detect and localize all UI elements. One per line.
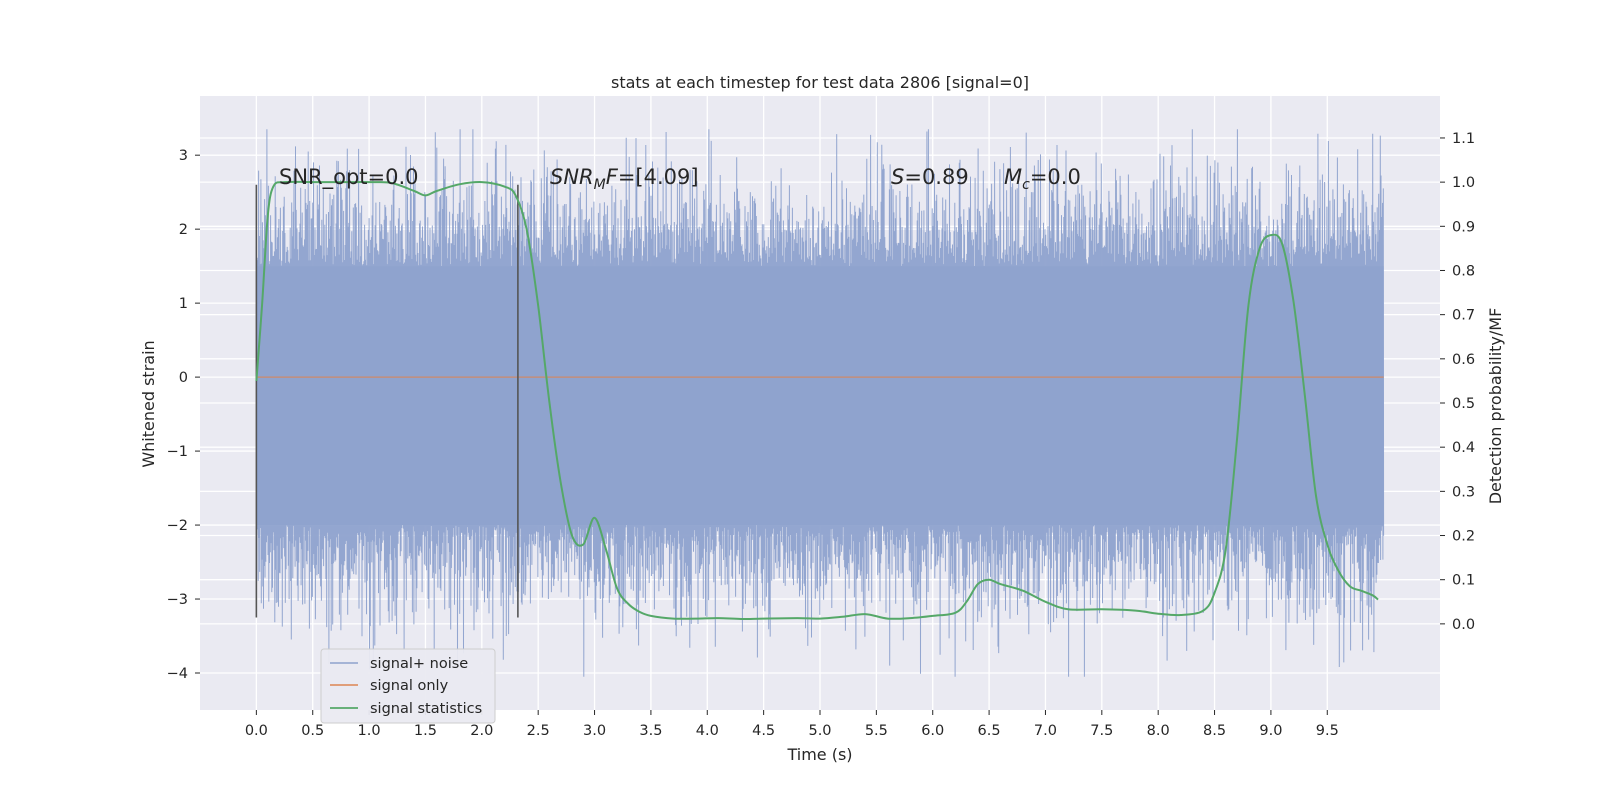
x-tick-label: 5.0 <box>808 723 831 739</box>
y-tick-label: −1 <box>167 444 188 460</box>
y-tick-label: 2 <box>179 222 188 238</box>
y-tick-label: −4 <box>167 666 188 682</box>
x-tick-label: 1.0 <box>358 723 381 739</box>
y2-tick-label: 0.1 <box>1452 573 1475 589</box>
x-tick-label: 7.5 <box>1090 723 1113 739</box>
x-tick-label: 1.5 <box>414 723 437 739</box>
y2-tick-label: 0.6 <box>1452 352 1475 368</box>
y2-axis-label: Detection probability/MF <box>1486 308 1505 505</box>
chart-title: stats at each timestep for test data 280… <box>611 73 1029 92</box>
y-tick-label: 1 <box>179 296 188 312</box>
y-axis-ticks: 3 2 1 0 −1 −2 −3 −4 <box>167 148 200 682</box>
x-axis-label: Time (s) <box>786 745 852 764</box>
legend-label-signal-plus-noise: signal+ noise <box>370 656 468 672</box>
y2-tick-label: 0.3 <box>1452 484 1475 500</box>
y2-tick-label: 0.2 <box>1452 529 1475 545</box>
x-tick-label: 4.0 <box>696 723 719 739</box>
markers <box>255 184 519 618</box>
y2-tick-label: 0.0 <box>1452 617 1475 633</box>
series-signal-plus-noise <box>255 129 1385 677</box>
y2-tick-label: 0.9 <box>1452 219 1475 235</box>
y2-tick-label: 0.4 <box>1452 440 1475 456</box>
y2-tick-label: 1.1 <box>1452 131 1475 147</box>
y2-tick-label: 1.0 <box>1452 175 1475 191</box>
y-tick-label: −2 <box>167 518 188 534</box>
signal-statistics-line <box>255 180 1379 621</box>
x-tick-label: 3.0 <box>583 723 606 739</box>
x-tick-label: 2.5 <box>527 723 550 739</box>
x-tick-label: 9.0 <box>1259 723 1282 739</box>
y-tick-label: −3 <box>167 592 188 608</box>
y2-axis-ticks: 1.1 1.0 0.9 0.8 0.7 0.6 0.5 0.4 0.3 0.2 0.1 0.0 <box>1440 131 1475 633</box>
x-tick-label: 7.0 <box>1034 723 1057 739</box>
x-tick-label: 0.5 <box>301 723 324 739</box>
x-tick-label: 4.5 <box>752 723 775 739</box>
x-tick-label: 5.5 <box>865 723 888 739</box>
y-tick-label: 3 <box>179 148 188 164</box>
x-tick-label: 8.0 <box>1147 723 1170 739</box>
series-signal-statistics <box>255 180 1379 621</box>
annotation-s: S=0.89 <box>891 165 969 189</box>
x-tick-label: 8.5 <box>1203 723 1226 739</box>
y2-tick-label: 0.5 <box>1452 396 1475 412</box>
legend-label-signal-statistics: signal statistics <box>370 701 482 717</box>
legend: signal+ noise signal only signal statist… <box>320 648 496 724</box>
x-tick-label: 2.0 <box>470 723 493 739</box>
noise-trace <box>255 129 1385 677</box>
annotation-snr-opt: SNR_opt=0.0 <box>279 165 419 190</box>
y-axis-label: Whitened strain <box>139 340 158 467</box>
legend-box <box>320 648 496 724</box>
x-tick-label: 6.0 <box>921 723 944 739</box>
x-axis-ticks: 0.0 0.5 1.0 1.5 2.0 2.5 3.0 3.5 4.0 4.5 5.0 5.5 6.0 6… <box>245 710 1339 739</box>
x-tick-label: 3.5 <box>639 723 662 739</box>
y2-tick-label: 0.8 <box>1452 263 1475 279</box>
x-tick-label: 6.5 <box>978 723 1001 739</box>
annotation-mc: Mc=0.0 <box>1004 165 1081 193</box>
annotation-snr-mf: SNRMF=[4.09] <box>550 165 699 193</box>
y-tick-label: 0 <box>179 370 188 386</box>
x-tick-label: 9.5 <box>1316 723 1339 739</box>
x-tick-label: 0.0 <box>245 723 268 739</box>
legend-label-signal-only: signal only <box>370 678 449 694</box>
y2-tick-label: 0.7 <box>1452 308 1475 324</box>
